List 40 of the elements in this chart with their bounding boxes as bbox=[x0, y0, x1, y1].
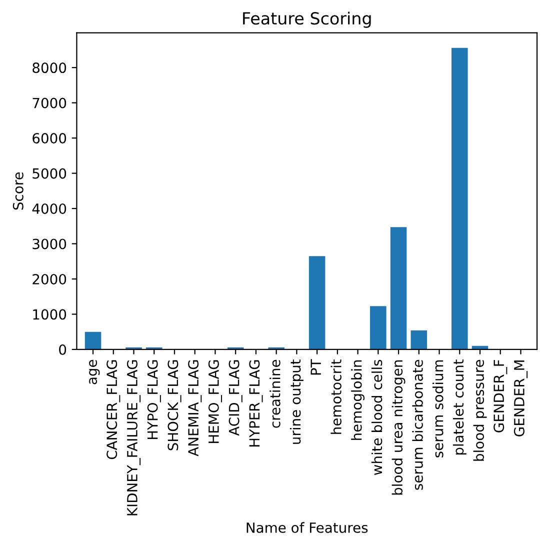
y-tick-label: 4000 bbox=[32, 203, 66, 214]
y-tick-label: 8000 bbox=[32, 62, 66, 74]
x-tick-label: SHOCK_FLAG bbox=[168, 360, 182, 450]
x-tick-label: GENDER_F bbox=[494, 360, 508, 432]
bar bbox=[370, 306, 386, 350]
x-tick-label: creatinine bbox=[270, 360, 280, 428]
x-tick-label: blood urea nitrogen bbox=[392, 360, 406, 495]
x-tick-label: ACID_FLAG bbox=[228, 360, 242, 436]
bar bbox=[451, 48, 468, 350]
x-tick-label: serum bicarbonate bbox=[412, 360, 423, 490]
y-tick-label: 1000 bbox=[33, 309, 66, 320]
y-tick-label: 6000 bbox=[32, 133, 66, 144]
x-tick-label: serum sodium bbox=[432, 360, 444, 458]
bar bbox=[410, 330, 428, 350]
y-tick-label: 5000 bbox=[32, 168, 66, 179]
y-axis-title: Score bbox=[12, 172, 24, 210]
bar bbox=[308, 256, 326, 350]
x-tick-label: ANEMIA_FLAG bbox=[188, 360, 202, 456]
bar bbox=[390, 227, 407, 350]
x-tick-label: HYPER_FLAG bbox=[249, 360, 263, 447]
y-tick-label: 3000 bbox=[32, 238, 66, 250]
y-tick-label: 2000 bbox=[32, 274, 66, 284]
x-tick-label: HEMO_FLAG bbox=[208, 360, 222, 443]
x-tick-label: white blood cells bbox=[371, 360, 382, 476]
y-tick-label: 7000 bbox=[32, 98, 66, 108]
x-tick-label: hemoglobin bbox=[351, 360, 365, 440]
x-tick-label: GENDER_M bbox=[514, 360, 528, 436]
x-tick-label: HYPO_FLAG bbox=[147, 360, 161, 440]
x-tick-label: KIDNEY_FAILURE_FLAG bbox=[126, 360, 141, 516]
x-tick-label: hemotocrit bbox=[330, 359, 342, 434]
x-tick-label: PT bbox=[310, 359, 321, 375]
x-tick-label: urine output bbox=[290, 359, 304, 444]
x-tick-label: age bbox=[89, 360, 100, 384]
x-tick-label: CANCER_FLAG bbox=[106, 360, 120, 460]
x-tick-label: blood pressure bbox=[473, 360, 487, 461]
chart-title: Feature Scoring bbox=[243, 12, 371, 28]
x-tick-label: platelet count bbox=[452, 359, 466, 455]
y-tick-label: 0 bbox=[59, 344, 66, 355]
x-axis-title: Name of Features bbox=[246, 522, 368, 533]
bar bbox=[84, 332, 102, 350]
